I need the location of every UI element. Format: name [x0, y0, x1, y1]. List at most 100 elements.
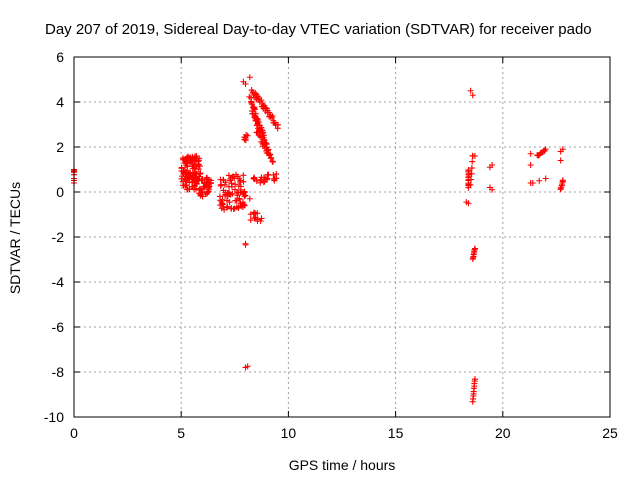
data-point	[244, 363, 251, 370]
data-point	[234, 173, 241, 180]
data-point	[254, 121, 261, 128]
data-point	[241, 202, 248, 209]
data-point	[258, 174, 265, 181]
y-tick-label: 6	[56, 49, 64, 65]
data-point	[268, 155, 275, 162]
data-markers	[71, 74, 566, 405]
x-tick-labels: 0 5 10 15 20 25	[70, 425, 618, 441]
y-tick-label: -10	[44, 409, 64, 425]
data-point	[240, 201, 247, 208]
data-point	[179, 173, 186, 180]
data-point	[468, 165, 475, 172]
data-point	[186, 173, 193, 180]
data-point	[251, 112, 258, 119]
data-point	[228, 180, 235, 187]
data-point	[559, 177, 566, 184]
data-point	[189, 165, 196, 172]
data-point	[225, 172, 232, 179]
data-point	[243, 131, 250, 138]
data-point	[195, 190, 202, 197]
data-point	[231, 205, 238, 212]
data-point	[469, 158, 476, 165]
y-tick-label: -6	[52, 319, 65, 335]
x-tick-label: 20	[495, 425, 511, 441]
data-point	[199, 193, 206, 200]
data-point	[469, 152, 476, 159]
data-point	[207, 180, 214, 187]
data-point	[274, 121, 281, 128]
data-point	[269, 158, 276, 165]
axis-ticks	[73, 56, 611, 418]
data-point	[242, 81, 249, 87]
data-point	[258, 97, 265, 104]
data-point	[264, 175, 271, 182]
data-point	[190, 173, 197, 180]
data-point	[195, 161, 202, 168]
data-point	[257, 128, 264, 135]
x-tick-label: 0	[70, 425, 78, 441]
data-point	[183, 169, 190, 176]
data-point	[251, 215, 258, 222]
data-point	[527, 150, 534, 157]
y-axis-label: SDTVAR / TECUs	[7, 182, 23, 294]
data-point	[229, 190, 236, 197]
data-point	[253, 122, 260, 129]
data-point	[188, 156, 195, 163]
data-point	[266, 152, 273, 159]
data-point	[247, 217, 254, 224]
data-point	[269, 114, 276, 121]
x-tick-label: 15	[388, 425, 404, 441]
y-tick-label: -2	[52, 229, 65, 245]
data-point	[218, 198, 225, 205]
data-point	[205, 186, 212, 193]
data-point	[557, 157, 564, 164]
data-point	[201, 179, 208, 186]
data-point	[224, 203, 231, 210]
chart-title: Day 207 of 2019, Sidereal Day-to-day VTE…	[45, 21, 592, 38]
x-tick-label: 25	[602, 425, 618, 441]
grid-lines	[74, 57, 610, 417]
data-point	[251, 174, 258, 181]
data-point	[246, 74, 253, 81]
data-point	[527, 162, 534, 168]
data-point	[196, 155, 203, 162]
data-point	[257, 133, 264, 140]
data-point	[257, 177, 264, 184]
data-point	[236, 195, 243, 202]
data-point	[182, 156, 189, 163]
data-point	[250, 211, 257, 218]
data-point	[253, 117, 260, 124]
x-tick-label: 5	[177, 425, 185, 441]
data-point	[221, 206, 228, 213]
data-point	[467, 181, 474, 188]
data-point	[199, 188, 206, 195]
data-point	[254, 216, 261, 223]
data-point	[248, 101, 255, 108]
data-point	[235, 189, 242, 196]
data-point	[468, 170, 475, 177]
data-point	[235, 203, 242, 210]
data-point	[242, 137, 249, 144]
x-tick-label: 10	[281, 425, 297, 441]
data-point	[204, 176, 211, 183]
data-point	[220, 177, 227, 184]
data-point	[183, 158, 190, 165]
data-point	[197, 170, 204, 177]
y-tick-labels: -10 -8 -6 -4 -2 0 2 4 6	[44, 49, 64, 425]
data-point	[465, 167, 472, 174]
data-point	[536, 177, 543, 184]
y-tick-label: 2	[56, 139, 64, 155]
data-point	[260, 134, 267, 141]
y-tick-label: 4	[56, 94, 64, 110]
data-point	[489, 186, 496, 193]
data-point	[220, 187, 227, 194]
data-point	[182, 182, 189, 189]
data-point	[489, 162, 496, 168]
data-point	[192, 154, 199, 161]
data-point	[231, 186, 238, 193]
data-point	[241, 188, 248, 195]
data-point	[178, 164, 185, 171]
data-point	[203, 190, 210, 197]
data-point	[193, 162, 200, 169]
